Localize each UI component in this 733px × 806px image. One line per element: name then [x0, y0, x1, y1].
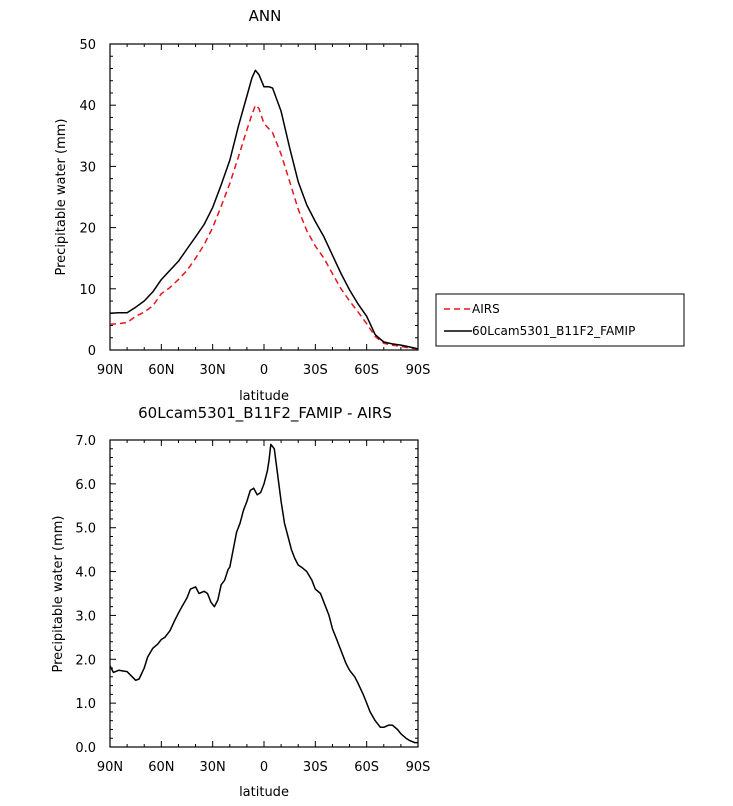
y-tick-label: 50	[79, 38, 96, 53]
x-tick-label: 60S	[354, 363, 379, 378]
x-tick-label: 30S	[303, 363, 328, 378]
x-tick-label: 30N	[200, 363, 226, 378]
x-tick-label: 90S	[406, 760, 431, 775]
x-tick-label: 60S	[354, 760, 379, 775]
x-axis-label: latitude	[239, 785, 289, 800]
y-tick-label: 40	[79, 99, 96, 114]
y-tick-label: 30	[79, 160, 96, 175]
legend-box	[435, 293, 685, 347]
y-tick-label: 0.0	[75, 741, 96, 756]
legend-entry-airs: AIRS	[472, 302, 500, 316]
x-tick-label: 30N	[200, 760, 226, 775]
difference-panel: 60Lcam5301_B11F2_FAMIP - AIRS 90N 60N 30N 0…	[51, 404, 430, 800]
y-tick-label: 20	[79, 222, 96, 237]
x-tick-label: 90N	[97, 363, 123, 378]
y-axis-label: Precipitable water (mm)	[51, 516, 66, 673]
x-tick-label: 30S	[303, 760, 328, 775]
legend-entry-model: 60Lcam5301_B11F2_FAMIP	[472, 324, 635, 338]
y-tick-label: 0	[88, 344, 96, 359]
plot-frame	[109, 439, 419, 748]
x-tick-label: 90S	[406, 363, 431, 378]
x-axis-label: latitude	[239, 389, 289, 404]
legend: AIRS 60Lcam5301_B11F2_FAMIP	[435, 293, 685, 347]
y-axis-label: Precipitable water (mm)	[54, 119, 69, 276]
x-tick-label: 0	[260, 363, 268, 378]
y-tick-label: 1.0	[75, 697, 96, 712]
x-tick-label: 90N	[97, 760, 123, 775]
chart-title: 60Lcam5301_B11F2_FAMIP - AIRS	[138, 404, 392, 423]
precipitable-water-panel: ANN 90N 60N 30N 0 30S 60S 90S 0 10 20 30 40 50 latit…	[54, 7, 685, 404]
y-tick-label: 4.0	[75, 566, 96, 581]
x-tick-label: 60N	[148, 760, 174, 775]
chart-title: ANN	[249, 7, 282, 25]
series-line-60lcam5301-b11f2-famip	[109, 69, 419, 350]
y-tick-label: 5.0	[75, 522, 96, 537]
x-tick-label: 0	[260, 760, 268, 775]
x-tick-label: 60N	[148, 363, 174, 378]
y-tick-label: 7.0	[75, 434, 96, 449]
series-line-airs	[109, 104, 419, 350]
y-tick-label: 6.0	[75, 478, 96, 493]
y-tick-label: 3.0	[75, 609, 96, 624]
series-line-60lcam5301-b11f2-famip-airs	[109, 443, 418, 744]
y-tick-label: 10	[79, 283, 96, 298]
plot-frame	[109, 43, 419, 351]
y-tick-label: 2.0	[75, 653, 96, 668]
